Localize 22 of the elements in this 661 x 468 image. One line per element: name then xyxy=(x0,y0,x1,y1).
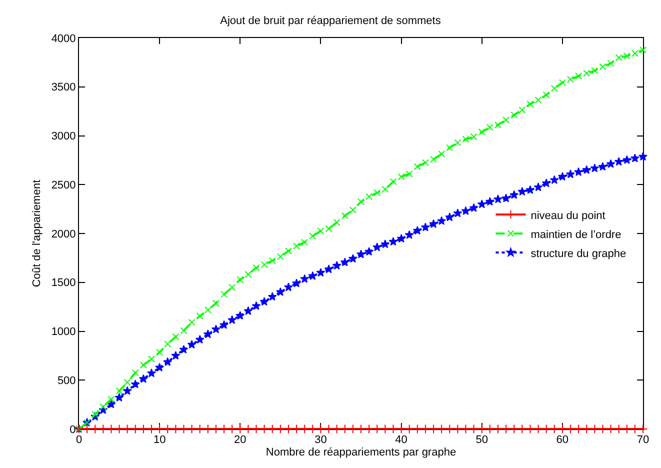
y-tick-label: 3500 xyxy=(51,82,76,94)
x-tick-label: 50 xyxy=(476,434,488,446)
y-tick-label: 3000 xyxy=(51,130,76,143)
x-axis-title: Nombre de réappariements par graphe xyxy=(266,446,456,458)
legend-label: maintien de l’ordre xyxy=(530,228,622,241)
x-tick-label: 20 xyxy=(234,434,246,446)
y-tick-label: 1000 xyxy=(51,326,76,338)
y-tick-label: 2500 xyxy=(51,179,76,192)
chart-title: Ajout de bruit par réappariement de sommets xyxy=(220,15,442,28)
legend-label: niveau du point xyxy=(530,210,606,222)
y-tick-label: 500 xyxy=(57,374,76,387)
y-tick-label: 4000 xyxy=(51,32,76,45)
y-tick-label: 2000 xyxy=(51,228,76,240)
y-axis-title: Coût de l'appariement xyxy=(30,180,43,288)
x-tick-label: 40 xyxy=(395,434,408,446)
x-tick-label: 10 xyxy=(153,434,166,446)
y-tick-label: 0 xyxy=(70,424,76,436)
y-tick-label: 1500 xyxy=(51,277,76,290)
x-tick-label: 70 xyxy=(636,434,650,446)
legend-label: structure du graphe xyxy=(530,248,626,260)
x-tick-label: 30 xyxy=(314,434,327,446)
x-tick-label: 60 xyxy=(556,434,569,446)
